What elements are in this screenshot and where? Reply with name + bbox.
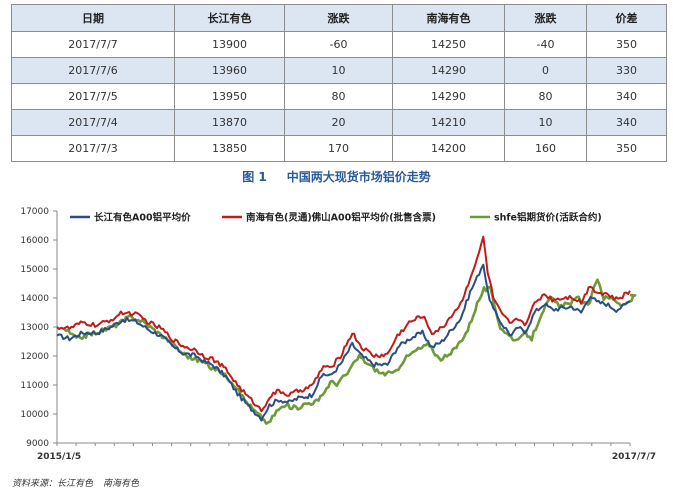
- cell-date: 2017/7/3: [11, 135, 175, 162]
- cell-spread: 350: [586, 31, 667, 58]
- table-row: 2017/7/7 13900 -60 14250 -40 350: [11, 31, 667, 58]
- series-line-nanhai: [56, 235, 631, 413]
- y-tick-label: 11000: [20, 381, 49, 391]
- cell-changjiang: 13900: [174, 31, 285, 58]
- cell-nanhai-change: 160: [504, 135, 587, 162]
- cell-nanhai: 14250: [392, 31, 505, 58]
- y-tick-label: 17000: [20, 207, 49, 217]
- table-row: 2017/7/5 13950 80 14290 80 340: [11, 83, 667, 110]
- figure-number: 图 1: [242, 170, 267, 184]
- header-date: 日期: [11, 4, 175, 32]
- cell-date: 2017/7/4: [11, 109, 175, 136]
- cell-nanhai-change: 0: [504, 57, 587, 84]
- x-tick-label-start: 2015/1/5: [37, 452, 81, 462]
- cell-changjiang-change: 80: [284, 83, 393, 110]
- table-row: 2017/7/6 13960 10 14290 0 330: [11, 57, 667, 84]
- figure-title: 中国两大现货市场铝价走势: [286, 170, 431, 184]
- cell-changjiang-change: 170: [284, 135, 393, 162]
- source-note: 资料来源：长江有色 南海有色: [12, 476, 139, 489]
- source-second: 南海有色: [103, 479, 140, 489]
- figure-caption: 图 1 中国两大现货市场铝价走势: [0, 168, 673, 185]
- cell-nanhai-change: 10: [504, 109, 587, 136]
- cell-nanhai-change: 80: [504, 83, 587, 110]
- cell-nanhai-change: -40: [504, 31, 587, 58]
- table-row: 2017/7/4 13870 20 14210 10 340: [11, 109, 667, 136]
- aluminum-price-chart: 17000 16000 15000 14000 13000 12000 11000 10000…: [20, 207, 656, 462]
- y-tick-label: 12000: [20, 352, 49, 362]
- table-header-row: 日期 长江有色 涨跌 南海有色 涨跌 价差: [11, 4, 667, 32]
- legend-label: 长江有色A00铝平均价: [94, 212, 191, 224]
- cell-spread: 330: [586, 57, 667, 84]
- source-label: 资料来源：长江有色: [12, 479, 94, 489]
- cell-date: 2017/7/6: [11, 57, 175, 84]
- legend-label: shfe铝期货价(活跃合约): [494, 212, 602, 224]
- cell-spread: 340: [586, 83, 667, 110]
- y-tick-label: 14000: [20, 294, 49, 304]
- x-tick-label-end: 2017/7/7: [612, 452, 656, 462]
- header-nanhai: 南海有色: [392, 4, 505, 32]
- y-tick-label: 10000: [20, 410, 49, 420]
- cell-changjiang: 13850: [174, 135, 285, 162]
- header-changjiang: 长江有色: [174, 4, 285, 32]
- y-tick-label: 15000: [20, 265, 49, 275]
- y-tick-label: 16000: [20, 236, 49, 246]
- series-line-shfe: [63, 278, 637, 425]
- cell-spread: 350: [586, 135, 667, 162]
- cell-changjiang: 13870: [174, 109, 285, 136]
- header-spread: 价差: [586, 4, 667, 32]
- legend-label: 南海有色(灵通)佛山A00铝平均价(批售含票): [246, 212, 436, 224]
- cell-nanhai: 14210: [392, 109, 505, 136]
- series-line-changjiang: [56, 263, 631, 422]
- y-axis: 17000 16000 15000 14000 13000 12000 11000 10000…: [20, 207, 58, 449]
- table-row: 2017/7/3 13850 170 14200 160 350: [11, 135, 667, 162]
- price-table: 日期 长江有色 涨跌 南海有色 涨跌 价差 2017/7/7 13900 -60…: [11, 4, 667, 162]
- cell-nanhai: 14290: [392, 57, 505, 84]
- series-lines: [56, 235, 637, 425]
- cell-nanhai: 14200: [392, 135, 505, 162]
- cell-date: 2017/7/5: [11, 83, 175, 110]
- cell-changjiang-change: 20: [284, 109, 393, 136]
- cell-nanhai: 14290: [392, 83, 505, 110]
- cell-changjiang: 13960: [174, 57, 285, 84]
- header-changjiang-change: 涨跌: [284, 4, 393, 32]
- cell-changjiang: 13950: [174, 83, 285, 110]
- legend: 长江有色A00铝平均价 南海有色(灵通)佛山A00铝平均价(批售含票) shfe铝期…: [70, 212, 602, 224]
- x-axis: 2015/1/5 2017/7/7: [37, 442, 656, 462]
- cell-spread: 340: [586, 109, 667, 136]
- cell-changjiang-change: 10: [284, 57, 393, 84]
- cell-changjiang-change: -60: [284, 31, 393, 58]
- header-nanhai-change: 涨跌: [504, 4, 587, 32]
- cell-date: 2017/7/7: [11, 31, 175, 58]
- y-tick-label: 13000: [20, 323, 49, 333]
- y-tick-label: 9000: [26, 439, 49, 449]
